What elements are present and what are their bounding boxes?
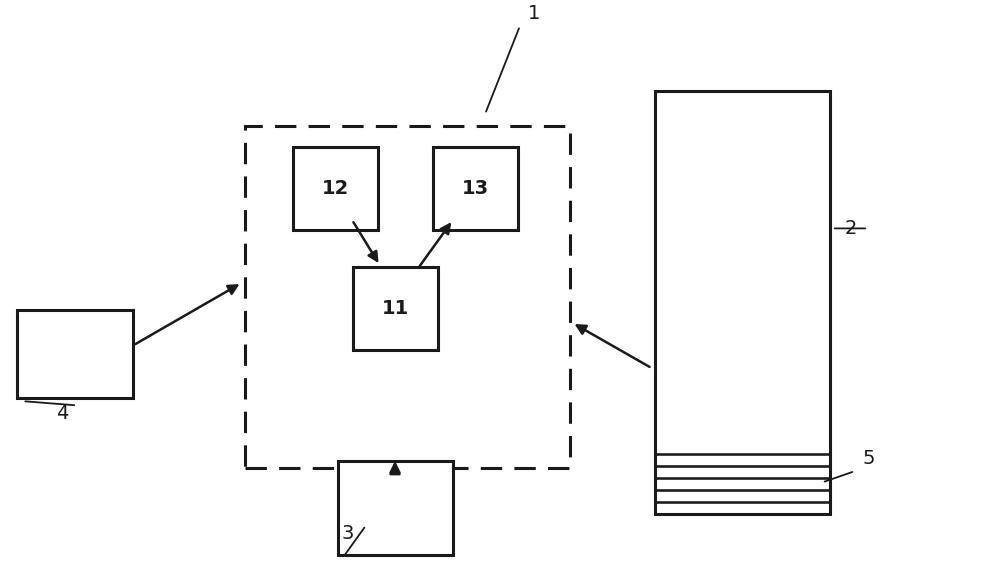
FancyBboxPatch shape [353,267,438,349]
Text: 12: 12 [321,179,349,198]
FancyBboxPatch shape [655,91,830,514]
FancyBboxPatch shape [293,147,378,230]
Text: 11: 11 [381,299,409,318]
FancyBboxPatch shape [17,309,132,399]
FancyBboxPatch shape [338,461,452,555]
Text: 3: 3 [342,524,354,544]
Text: 5: 5 [863,449,876,468]
Text: 13: 13 [461,179,489,198]
Text: 1: 1 [528,4,540,23]
Text: 4: 4 [56,404,68,424]
FancyBboxPatch shape [432,147,518,230]
Text: 2: 2 [845,219,857,238]
